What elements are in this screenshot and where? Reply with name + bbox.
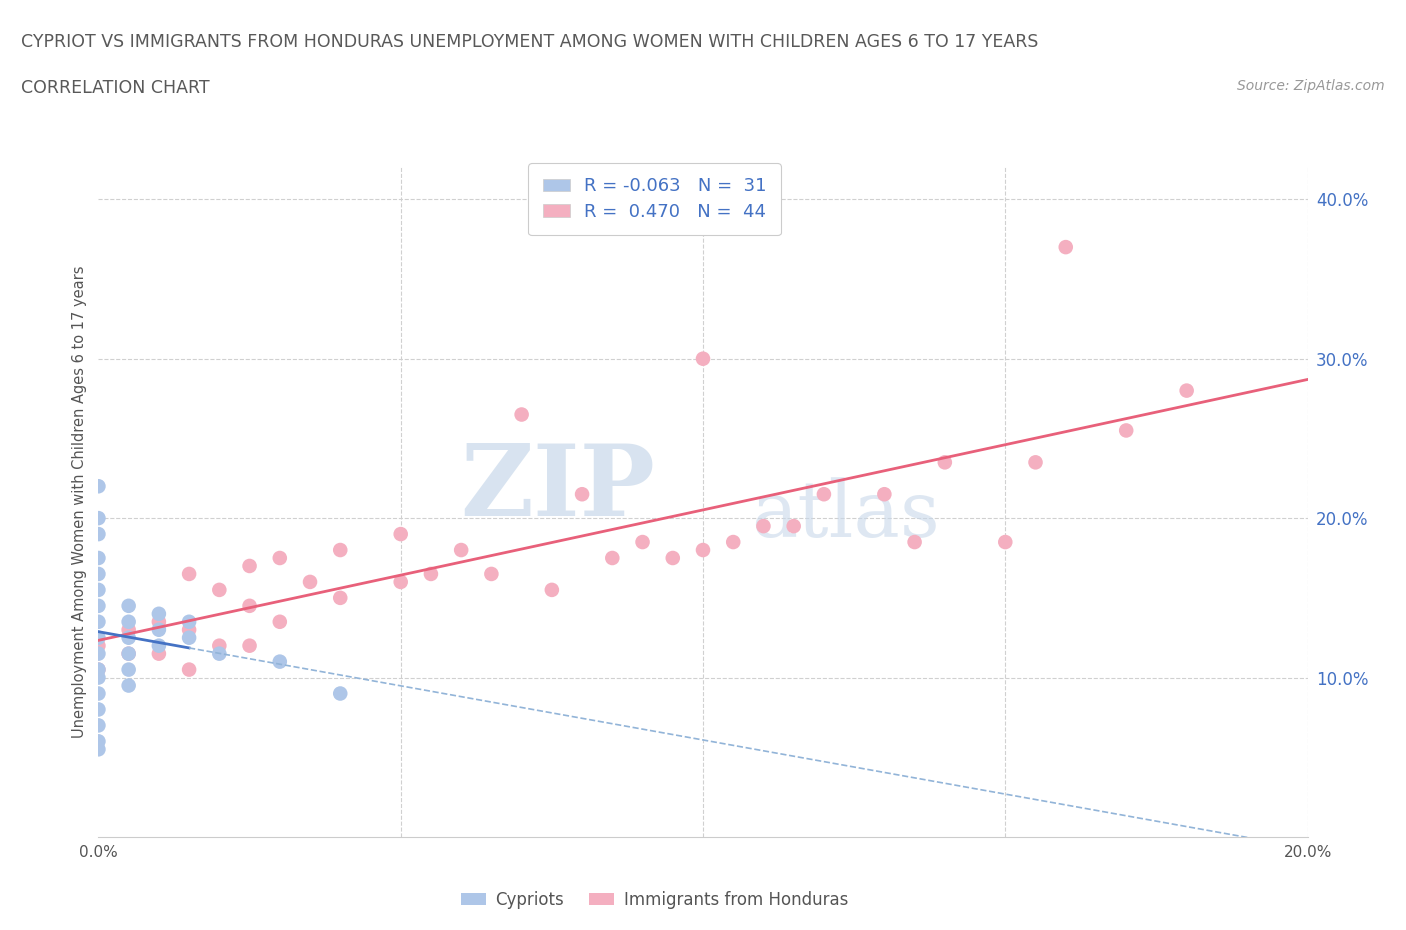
Point — [208, 646, 231, 661]
Point — [239, 598, 262, 613]
Point — [571, 486, 593, 501]
Point — [631, 535, 654, 550]
Text: CYPRIOT VS IMMIGRANTS FROM HONDURAS UNEMPLOYMENT AMONG WOMEN WITH CHILDREN AGES : CYPRIOT VS IMMIGRANTS FROM HONDURAS UNEM… — [21, 33, 1039, 50]
Point — [873, 486, 896, 501]
Point — [1024, 455, 1046, 470]
Point — [208, 638, 231, 653]
Point — [904, 535, 927, 550]
Point — [1175, 383, 1198, 398]
Point — [1115, 423, 1137, 438]
Point — [661, 551, 683, 565]
Point — [148, 622, 170, 637]
Point — [994, 535, 1017, 550]
Point — [329, 542, 352, 557]
Point — [540, 582, 562, 597]
Point — [148, 646, 170, 661]
Point — [389, 575, 412, 590]
Point — [752, 519, 775, 534]
Point — [177, 566, 201, 581]
Point — [87, 582, 110, 597]
Point — [87, 662, 110, 677]
Point — [87, 638, 110, 653]
Point — [510, 407, 533, 422]
Point — [813, 486, 835, 501]
Point — [721, 535, 744, 550]
Point — [118, 622, 141, 637]
Point — [87, 526, 110, 541]
Point — [118, 662, 141, 677]
Point — [177, 615, 201, 630]
Point — [87, 742, 110, 757]
Point — [389, 526, 412, 541]
Point — [692, 542, 714, 557]
Point — [299, 575, 322, 590]
Point — [87, 662, 110, 677]
Point — [239, 559, 262, 574]
Point — [269, 654, 291, 669]
Point — [87, 511, 110, 525]
Point — [87, 551, 110, 565]
Point — [87, 598, 110, 613]
Point — [118, 598, 141, 613]
Text: atlas: atlas — [751, 478, 941, 553]
Point — [87, 479, 110, 494]
Point — [177, 662, 201, 677]
Point — [239, 638, 262, 653]
Point — [934, 455, 956, 470]
Point — [118, 678, 141, 693]
Point — [148, 638, 170, 653]
Point — [1054, 240, 1077, 255]
Point — [782, 519, 804, 534]
Text: Source: ZipAtlas.com: Source: ZipAtlas.com — [1237, 79, 1385, 93]
Legend: Cypriots, Immigrants from Honduras: Cypriots, Immigrants from Honduras — [454, 884, 855, 916]
Point — [692, 352, 714, 366]
Point — [177, 622, 201, 637]
Point — [87, 718, 110, 733]
Point — [87, 686, 110, 701]
Point — [87, 734, 110, 749]
Point — [87, 615, 110, 630]
Point — [87, 646, 110, 661]
Point — [419, 566, 441, 581]
Point — [87, 671, 110, 685]
Point — [329, 591, 352, 605]
Point — [481, 566, 503, 581]
Point — [177, 631, 201, 645]
Text: CORRELATION CHART: CORRELATION CHART — [21, 79, 209, 97]
Point — [87, 566, 110, 581]
Point — [329, 686, 352, 701]
Point — [87, 702, 110, 717]
Point — [118, 615, 141, 630]
Point — [602, 551, 624, 565]
Point — [118, 631, 141, 645]
Text: ZIP: ZIP — [460, 440, 655, 538]
Point — [87, 631, 110, 645]
Point — [148, 606, 170, 621]
Point — [208, 582, 231, 597]
Point — [118, 646, 141, 661]
Y-axis label: Unemployment Among Women with Children Ages 6 to 17 years: Unemployment Among Women with Children A… — [72, 266, 87, 738]
Point — [269, 551, 291, 565]
Point — [148, 615, 170, 630]
Point — [450, 542, 472, 557]
Point — [269, 615, 291, 630]
Point — [118, 646, 141, 661]
